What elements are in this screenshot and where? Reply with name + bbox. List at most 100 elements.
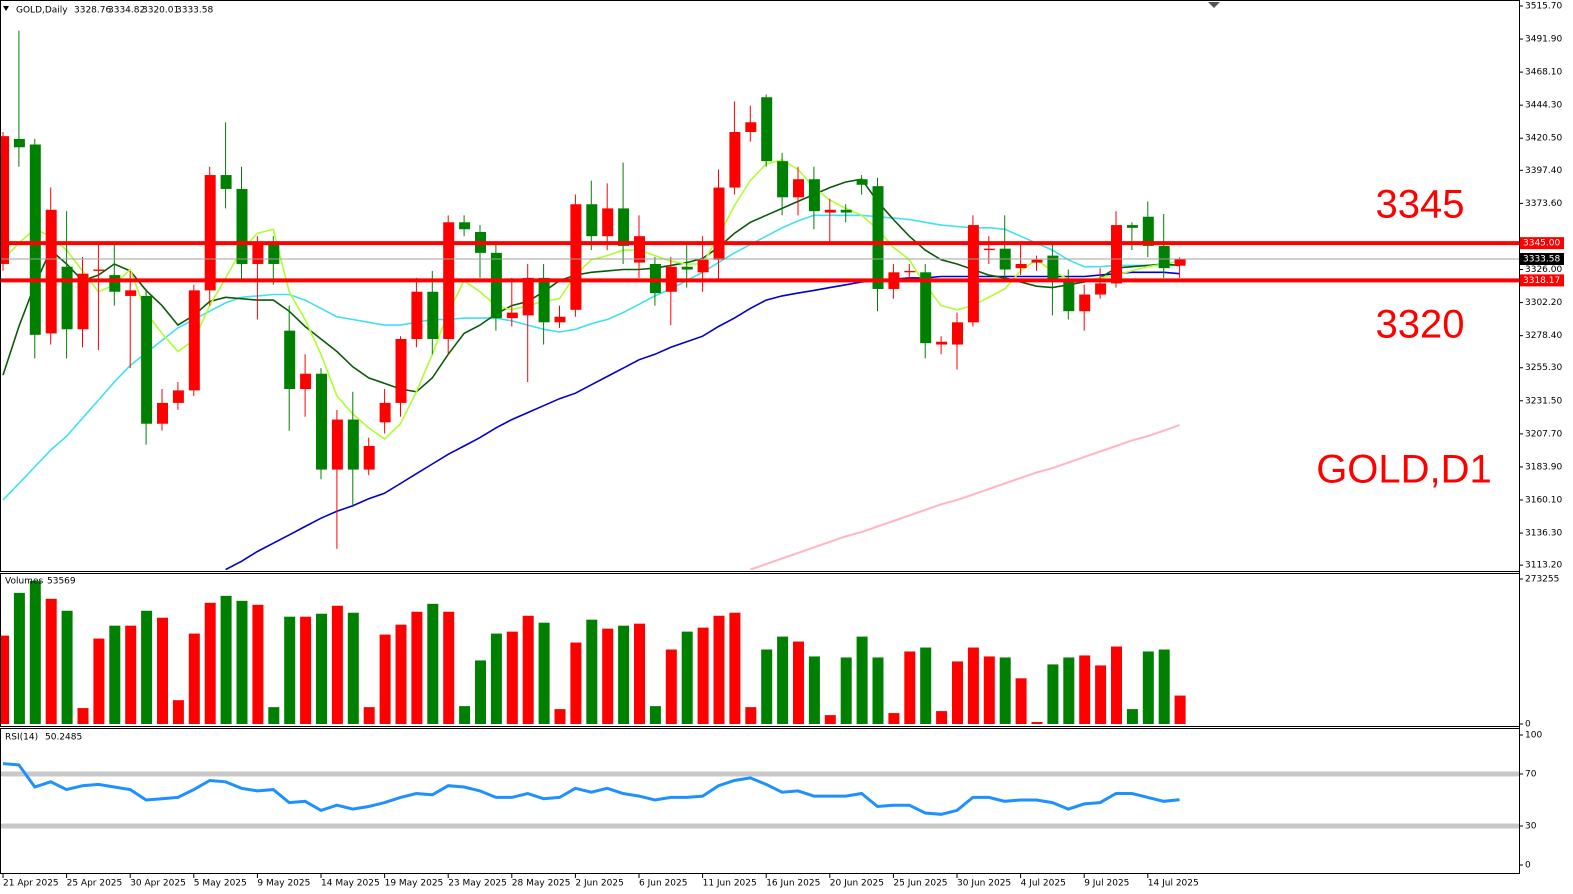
volume-bar xyxy=(172,700,184,724)
candle-body xyxy=(777,161,789,198)
volume-bar xyxy=(1063,657,1075,724)
x-tick-label: 6 Jun 2025 xyxy=(639,879,687,889)
volume-bar xyxy=(570,642,582,724)
volume-bar xyxy=(1095,665,1107,724)
x-tick-label: 4 Jul 2025 xyxy=(1021,879,1066,889)
moving-average xyxy=(749,424,1180,570)
y-tick-label: 3255.30 xyxy=(1525,363,1562,373)
candle-body xyxy=(490,252,502,319)
y-tick-label: 0 xyxy=(1525,861,1531,871)
candle-body xyxy=(331,419,343,470)
candle-body xyxy=(1047,255,1059,281)
main-plot xyxy=(1,30,1519,570)
candle-body xyxy=(824,209,836,213)
candle-body xyxy=(252,244,264,264)
candle-body xyxy=(1158,245,1170,269)
volume-bar xyxy=(284,616,296,724)
x-tick-label: 21 Apr 2025 xyxy=(3,879,59,889)
volume-bar xyxy=(109,625,121,724)
volume-bar xyxy=(1126,709,1138,724)
volume-bar xyxy=(777,636,789,724)
y-tick-label: 3302.20 xyxy=(1525,298,1562,308)
volume-bar xyxy=(236,600,248,724)
candle-body xyxy=(634,236,645,263)
y-tick-label: 100 xyxy=(1525,731,1542,741)
candle-body xyxy=(570,204,582,310)
candle-body xyxy=(172,390,184,403)
volume-bar xyxy=(634,623,645,724)
volume-bar xyxy=(347,612,359,724)
volume-bar xyxy=(618,625,630,724)
volume-bar xyxy=(61,610,73,724)
x-tick-label: 25 Jun 2025 xyxy=(893,879,947,889)
volume-bar xyxy=(204,602,216,724)
candle-body xyxy=(522,277,534,316)
last-high: 3334.82 xyxy=(108,6,145,16)
x-tick-label: 23 May 2025 xyxy=(448,879,507,889)
candle-body xyxy=(840,209,852,213)
candle-body xyxy=(713,187,725,260)
volume-bar xyxy=(888,713,900,724)
y-tick-label: 3231.50 xyxy=(1525,396,1562,406)
annotation: GOLD,D1 xyxy=(1316,448,1492,492)
y-tick-label: 3113.20 xyxy=(1525,561,1562,571)
candle-body xyxy=(1063,280,1075,312)
candle-body xyxy=(188,290,200,391)
volume-bar xyxy=(475,660,486,724)
last-close: 3333.58 xyxy=(176,6,213,16)
candle-body xyxy=(363,445,375,470)
volume-bar xyxy=(29,580,41,724)
x-tick-label: 2 Jun 2025 xyxy=(575,879,623,889)
volume-bar xyxy=(411,611,423,724)
candle-body xyxy=(125,290,137,296)
x-tick-label: 9 May 2025 xyxy=(257,879,310,889)
candle-body xyxy=(29,144,41,335)
rsi-pane-frame xyxy=(0,728,1520,874)
x-tick-label: 5 May 2025 xyxy=(194,879,247,889)
volume-bar xyxy=(331,605,343,724)
volume-bar xyxy=(125,625,137,724)
volume-bar xyxy=(459,706,471,724)
volume-bar xyxy=(316,613,327,724)
y-tick-label: 3160.10 xyxy=(1525,496,1562,506)
volume-bar xyxy=(1158,649,1170,724)
candle-body xyxy=(697,259,709,273)
level-label: 3318.17 xyxy=(1523,276,1560,286)
candle-body xyxy=(459,222,471,230)
volume-bar xyxy=(427,603,439,724)
candle-body xyxy=(1142,216,1154,246)
candle-body xyxy=(920,272,932,344)
candle-body xyxy=(379,402,391,423)
volume-bar xyxy=(13,592,25,724)
volume-bar xyxy=(904,651,916,724)
volume-bar xyxy=(1031,722,1043,724)
candle-body xyxy=(856,179,868,185)
candle-body xyxy=(236,188,248,264)
candle-body xyxy=(77,273,89,330)
candle-body xyxy=(952,322,963,345)
volume-bar xyxy=(522,615,534,724)
current-price-label: 3333.58 xyxy=(1523,254,1560,264)
y-tick-label: 3444.30 xyxy=(1525,101,1562,111)
volume-bar xyxy=(586,619,598,724)
volume-bar xyxy=(1174,695,1186,724)
candle-body xyxy=(13,138,25,148)
level-tag xyxy=(1520,274,1564,287)
y-tick-label: 273255 xyxy=(1525,575,1559,585)
volume-bar xyxy=(220,595,232,724)
current-price-tag xyxy=(1520,252,1564,265)
volume-bar xyxy=(665,649,677,724)
rsi-last: 50.2485 xyxy=(45,733,82,743)
y-tick-label: 3373.60 xyxy=(1525,199,1562,209)
volume-bar xyxy=(490,633,502,724)
volume-bar xyxy=(840,657,852,724)
main-pane-frame xyxy=(0,0,1520,572)
volume-bar xyxy=(936,711,948,724)
rsi-title: RSI(14) xyxy=(5,733,38,743)
volume-bar xyxy=(45,598,57,724)
candle-body xyxy=(983,248,995,251)
candle-body xyxy=(506,312,518,319)
volume-bar xyxy=(999,657,1011,724)
candle-body xyxy=(316,373,327,470)
